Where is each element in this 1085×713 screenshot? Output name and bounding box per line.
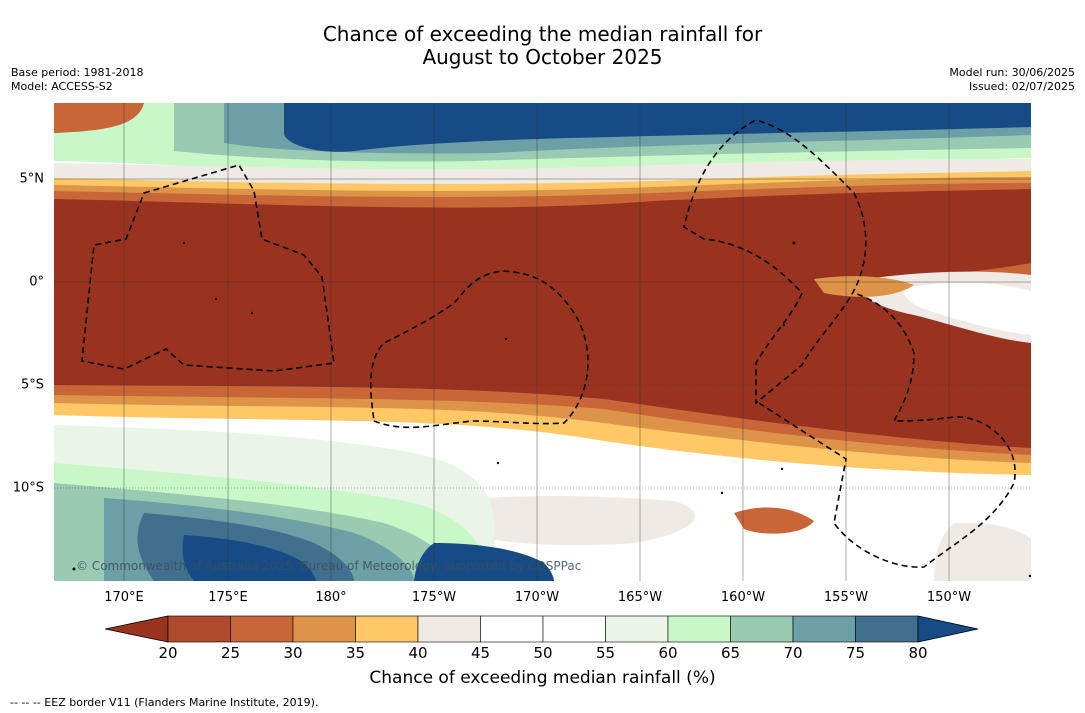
north-corner-orange <box>54 103 144 133</box>
colorbar-extend-low <box>105 615 169 643</box>
eez-kiribati-gilbert <box>81 164 335 372</box>
lon-label-175e: 175°E <box>208 590 248 605</box>
south-band-blue <box>182 535 316 581</box>
colorbar-tick-label: 35 <box>345 644 366 662</box>
colorbar-tick-label: 45 <box>470 644 491 662</box>
eez-borders <box>81 120 1016 568</box>
lat-label-5n: 5°N <box>19 171 45 187</box>
colorbar-segment <box>355 615 419 643</box>
lon-label-175w: 175°W <box>411 590 457 605</box>
map-copyright: © Commonwealth of Australia 2025, Bureau… <box>76 559 582 573</box>
colorbar-tick-label: 70 <box>783 644 803 662</box>
lon-label-170e: 170°E <box>104 590 144 605</box>
colorbar-tick-label: 20 <box>158 644 178 662</box>
colorbar-tick-label: 60 <box>658 644 678 662</box>
colorbar-segment <box>730 615 794 643</box>
colorbar-tick-label: 75 <box>845 644 866 662</box>
rainfall-map <box>54 103 1031 581</box>
colorbar-segment <box>417 615 481 643</box>
island-markers <box>72 241 1031 578</box>
lon-label-155w: 155°W <box>823 590 869 605</box>
colorbar-segment <box>480 615 544 643</box>
colorbar-segment <box>292 615 356 643</box>
colorbar-tick-label: 80 <box>908 644 928 662</box>
colorbar-tick-label: 55 <box>595 644 616 662</box>
colorbar-segment <box>855 615 919 643</box>
lat-label-10s: 10°S <box>12 480 44 496</box>
chart-title-line1: Chance of exceeding the median rainfall … <box>322 22 763 46</box>
eez-cook-islands <box>758 292 1016 568</box>
dry-band-core <box>54 189 1031 448</box>
colorbar-tick-label: 50 <box>533 644 553 662</box>
lon-label-150w: 150°W <box>926 590 972 605</box>
lon-label-180: 180° <box>315 590 347 605</box>
colorbar-segment <box>542 615 606 643</box>
north-band-blue <box>284 103 1031 152</box>
eez-kiribati-phoenix <box>369 270 589 429</box>
lat-label-5s: 5°S <box>20 377 44 393</box>
map-graticule <box>54 103 1031 581</box>
model-name: Model: ACCESS-S2 <box>11 80 113 93</box>
base-period: Base period: 1981-2018 <box>11 66 144 79</box>
colorbar-segment <box>792 615 856 643</box>
colorbar-segment <box>605 615 669 643</box>
eez-legend-note: -- -- -- EEZ border V11 (Flanders Marine… <box>10 696 319 709</box>
colorbar-title: Chance of exceeding median rainfall (%) <box>369 668 716 688</box>
model-run: Model run: 30/06/2025 <box>949 66 1075 79</box>
south-band-blue-2 <box>414 543 554 581</box>
lon-label-170w: 170°W <box>514 590 560 605</box>
colorbar-segment <box>167 615 231 643</box>
issued-date: Issued: 02/07/2025 <box>968 80 1075 93</box>
colorbar-extend-high <box>917 615 979 643</box>
rainfall-map-svg <box>54 103 1031 581</box>
south-orange-patch <box>734 507 814 534</box>
south-grey-patch <box>434 496 695 546</box>
lon-label-165w: 165°W <box>617 590 663 605</box>
colorbar-tick-label: 25 <box>220 644 241 662</box>
south-east-grey <box>934 522 1031 581</box>
colorbar-segment <box>667 615 731 643</box>
equator-east-orange <box>814 276 914 297</box>
colorbar-segment <box>230 615 294 643</box>
lon-label-160w: 160°W <box>720 590 766 605</box>
chart-title-line2: August to October 2025 <box>422 45 663 69</box>
eez-kiribati-line <box>683 120 867 405</box>
colorbar-tick-label: 40 <box>408 644 428 662</box>
equator-east-white <box>903 282 1031 335</box>
lat-label-0: 0° <box>29 274 44 290</box>
colorbar-tick-label: 65 <box>720 644 741 662</box>
colorbar <box>105 615 979 643</box>
colorbar-tick-label: 30 <box>283 644 303 662</box>
